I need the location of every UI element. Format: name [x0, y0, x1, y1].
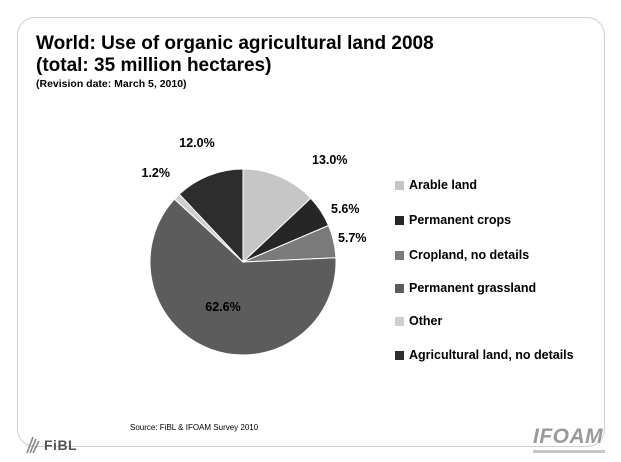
legend-swatch: [395, 216, 404, 225]
ifoam-logo: IFOAM: [530, 425, 606, 457]
legend-swatch: [395, 351, 404, 360]
data-label-agricultural-land-no-details: 12.0%: [179, 136, 214, 150]
fibl-logo-text: FiBL: [44, 437, 78, 453]
source-note: Source: FiBL & IFOAM Survey 2010: [130, 423, 259, 432]
fibl-logo: FiBL: [24, 435, 94, 457]
legend-item-permanent-crops: Permanent crops: [395, 213, 579, 228]
chart-title: World: Use of organic agricultural land …: [36, 33, 434, 77]
title-line-1: World: Use of organic agricultural land …: [36, 33, 434, 54]
legend-label: Agricultural land, no details: [409, 348, 574, 362]
data-label-cropland-no-details: 5.7%: [338, 231, 367, 245]
legend-item-permanent-grassland: Permanent grassland: [395, 281, 579, 296]
legend-label: Other: [409, 314, 443, 328]
ifoam-logo-text: IFOAM: [533, 425, 604, 448]
legend-swatch: [395, 284, 404, 293]
legend-item-arable-land: Arable land: [395, 178, 579, 193]
title-line-2: (total: 35 million hectares): [36, 55, 272, 76]
data-label-permanent-crops: 5.6%: [331, 202, 360, 216]
legend-item-cropland-no-details: Cropland, no details: [395, 248, 579, 263]
legend-label: Permanent grassland: [409, 281, 537, 295]
legend-swatch: [395, 317, 404, 326]
pie-slice-permanent-grassland: [149, 198, 337, 356]
pie-slice-arable-land: [242, 168, 312, 264]
data-label-other: 1.2%: [142, 166, 171, 180]
fibl-leaf-icon: [26, 436, 40, 454]
legend-swatch: [395, 251, 404, 260]
data-label-permanent-grassland: 62.6%: [205, 300, 240, 314]
slide-frame: [17, 17, 605, 447]
legend-item-other: Other: [395, 314, 579, 329]
legend-swatch: [395, 181, 404, 190]
pie-slice-agricultural-land-no-details: [178, 168, 244, 264]
legend-item-agricultural-land-no-details: Agricultural land, no details: [395, 348, 579, 363]
legend-label: Arable land: [409, 178, 478, 192]
data-label-arable-land: 13.0%: [312, 153, 347, 167]
revision-date: (Revision date: March 5, 2010): [36, 78, 187, 90]
legend-label: Permanent crops: [409, 213, 512, 227]
legend-label: Cropland, no details: [409, 248, 530, 262]
ifoam-logo-underline: [533, 450, 605, 453]
